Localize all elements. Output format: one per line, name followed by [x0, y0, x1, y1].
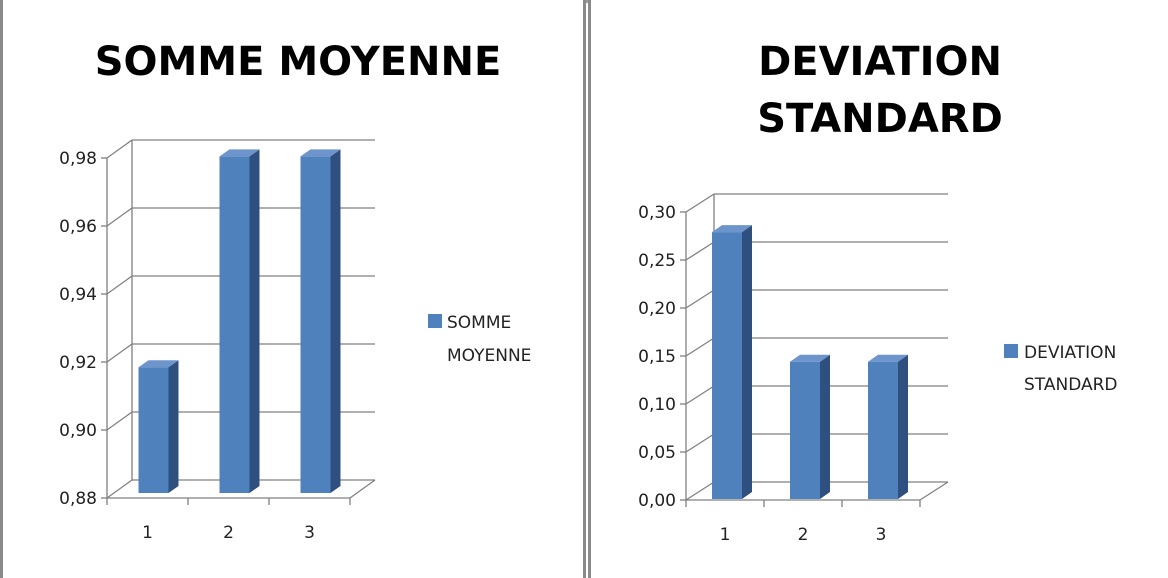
bar-front — [138, 367, 169, 493]
bar-side — [820, 354, 830, 499]
y-tick-label: 0,94 — [59, 285, 97, 305]
bar-3 — [300, 149, 341, 493]
side-wall-line — [685, 385, 715, 405]
chart-panel-somme-moyenne — [0, 0, 586, 578]
bar-front — [712, 232, 742, 499]
x-tick-label: 2 — [798, 525, 809, 545]
floor-edge — [919, 481, 949, 501]
side-wall-line — [685, 289, 715, 309]
legend: SOMME MOYENNE — [428, 313, 531, 366]
x-tick-label: 1 — [142, 523, 153, 543]
y-tick-label: 0,30 — [638, 203, 676, 223]
bar-front — [868, 361, 898, 499]
side-wall-line — [685, 337, 715, 357]
bar-1 — [138, 360, 179, 493]
bar-front — [300, 156, 331, 493]
legend-swatch — [1004, 344, 1018, 358]
bar-side — [249, 149, 260, 493]
side-wall-line — [106, 275, 133, 295]
bar-2 — [219, 149, 260, 493]
side-wall-line — [106, 139, 133, 159]
bar-1 — [712, 225, 752, 499]
x-tick-labels: 1 2 3 — [142, 523, 315, 543]
bar-3 — [868, 354, 908, 499]
y-tick-label: 0,88 — [59, 489, 97, 509]
bars — [712, 225, 908, 499]
bar-side — [898, 354, 908, 499]
y-tick-label: 0,10 — [638, 395, 676, 415]
side-wall-line — [685, 241, 715, 261]
y-tick-label: 0,96 — [59, 217, 97, 237]
x-tick-label: 3 — [304, 523, 315, 543]
bar-front — [790, 361, 820, 499]
legend-label-line-1: DEVIATION — [1024, 343, 1116, 363]
y-tick-labels: 0,88 0,90 0,92 0,94 0,96 0,98 — [59, 149, 97, 509]
bar-top — [868, 354, 908, 362]
y-tick-label: 0,15 — [638, 347, 676, 367]
legend-label-line-2: STANDARD — [1024, 375, 1118, 395]
side-wall-line — [106, 207, 133, 227]
bar-top — [219, 149, 260, 157]
legend: DEVIATION STANDARD — [1004, 343, 1118, 395]
x-tick-label: 3 — [876, 525, 887, 545]
bar-top — [790, 354, 830, 362]
y-tick-label: 0,98 — [59, 149, 97, 169]
chart-deviation-standard: DEVIATION STANDARD 0,000,050,100,150,200… — [638, 39, 1117, 545]
floor-edge — [349, 479, 376, 499]
bar-top — [138, 360, 179, 368]
bar-side — [168, 360, 179, 493]
bar-top — [712, 225, 752, 233]
y-tick-label: 0,05 — [638, 443, 676, 463]
side-wall-line — [106, 479, 133, 499]
side-wall-line — [685, 481, 715, 501]
bar-front — [219, 156, 250, 493]
chart-title-line-1: DEVIATION — [758, 39, 1002, 85]
y-tick-label: 0,92 — [59, 353, 97, 373]
bar-2 — [790, 354, 830, 499]
y-tick-label: 0,20 — [638, 299, 676, 319]
side-wall-line — [685, 193, 715, 213]
bars — [138, 149, 341, 493]
y-tick-label: 0,90 — [59, 421, 97, 441]
legend-label-line-2: MOYENNE — [447, 346, 531, 366]
bar-top — [300, 149, 341, 157]
chart-title-line-2: STANDARD — [757, 96, 1003, 142]
side-wall-line — [106, 411, 133, 431]
side-wall-line — [685, 433, 715, 453]
bar-side — [742, 225, 752, 499]
y-tick-labels: 0,00 0,05 0,10 0,15 0,20 0,25 0,30 — [638, 203, 676, 511]
y-tick-label: 0,00 — [638, 491, 676, 511]
legend-label-line-1: SOMME — [447, 313, 511, 333]
chart-somme-moyenne: SOMME MOYENNE 0,88 0,90 0,92 0,94 0,96 0,98 1… — [59, 39, 531, 543]
x-tick-label: 1 — [720, 525, 731, 545]
chart-title: SOMME MOYENNE — [95, 39, 502, 85]
legend-swatch — [428, 314, 442, 328]
x-tick-label: 2 — [223, 523, 234, 543]
bar-side — [330, 149, 341, 493]
side-wall-line — [106, 343, 133, 363]
y-tick-label: 0,25 — [638, 251, 676, 271]
x-tick-labels: 1 2 3 — [720, 525, 887, 545]
